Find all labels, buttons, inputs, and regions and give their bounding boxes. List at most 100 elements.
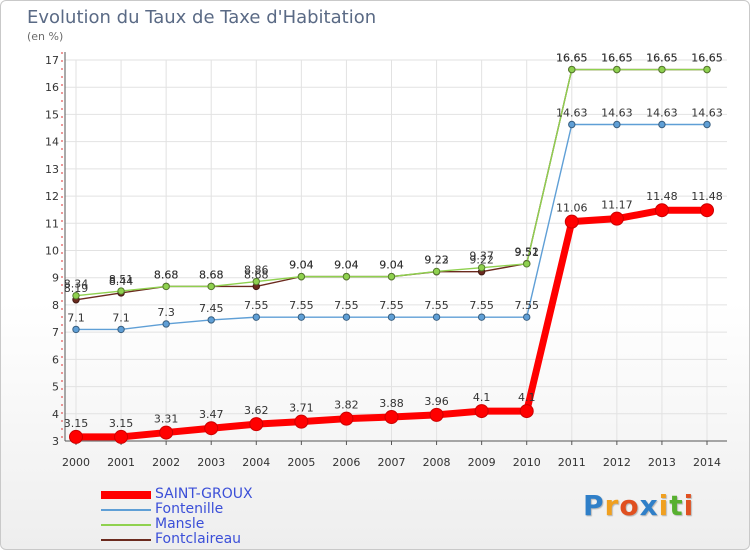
legend-swatch — [101, 539, 151, 541]
legend-swatch — [101, 509, 151, 511]
x-tick-label: 2012 — [603, 456, 631, 469]
data-label-mansle: 8.68 — [199, 268, 224, 281]
data-point-mansle — [477, 263, 486, 272]
data-label-mansle: 9.23 — [424, 253, 449, 266]
data-point-fontenille — [297, 313, 306, 321]
data-label-fontenille: 14.63 — [601, 106, 633, 119]
logo-letter: o — [619, 489, 640, 522]
data-label-fontenille: 7.55 — [244, 299, 269, 312]
data-label-fontenille: 14.63 — [556, 106, 588, 119]
data-label-saint-groux: 11.06 — [556, 202, 588, 215]
data-point-fontenille — [568, 120, 576, 129]
data-label-fontclaireau: 9.22 — [469, 254, 494, 267]
data-point-fontenille — [207, 316, 215, 324]
data-point-fontenille — [72, 325, 80, 334]
data-point-mansle — [252, 277, 260, 286]
data-point-mansle — [342, 272, 351, 281]
data-label-saint-groux: 3.88 — [379, 397, 404, 410]
data-label-mansle: 16.65 — [601, 52, 633, 65]
data-label-fontclaireau: 16.65 — [601, 52, 633, 65]
data-label-fontenille: 7.55 — [469, 299, 494, 312]
data-label-fontenille: 7.1 — [112, 311, 130, 324]
data-point-mansle — [658, 65, 666, 74]
data-point-saint-groux — [114, 429, 129, 444]
x-tick-label: 2003 — [197, 456, 225, 469]
data-point-mansle — [117, 287, 125, 295]
data-point-mansle — [162, 282, 170, 291]
data-label-saint-groux: 11.48 — [646, 190, 678, 203]
logo-letter: i — [683, 489, 695, 522]
legend-swatch — [101, 524, 151, 526]
data-point-fontenille — [658, 120, 666, 129]
data-label-mansle: 16.65 — [556, 52, 588, 65]
data-label-fontenille: 7.55 — [289, 299, 314, 312]
data-point-saint-groux — [339, 411, 354, 426]
data-point-saint-groux — [69, 429, 83, 444]
data-point-saint-groux — [654, 203, 669, 218]
x-tick-label: 2014 — [693, 456, 721, 469]
logo-letter: P — [583, 489, 605, 522]
data-label-fontclaireau: 9.52 — [514, 246, 539, 259]
proxiti-logo: Proxiti — [583, 489, 694, 522]
data-label-fontenille: 7.55 — [379, 299, 404, 312]
data-point-fontenille — [477, 313, 486, 321]
data-label-fontenille: 7.55 — [334, 299, 359, 312]
data-label-fontclaireau: 8.68 — [154, 268, 179, 281]
data-label-saint-groux: 3.31 — [154, 413, 179, 426]
data-point-fontenille — [703, 120, 711, 129]
data-point-fontenille — [387, 313, 396, 321]
data-point-saint-groux — [249, 417, 264, 432]
data-label-fontenille: 7.1 — [67, 311, 85, 324]
data-label-fontclaireau: 8.44 — [109, 275, 134, 288]
x-tick-label: 2002 — [152, 456, 180, 469]
y-tick-label: 9 — [52, 272, 59, 285]
x-tick-label: 2010 — [513, 456, 541, 469]
legend-label: Mansle — [155, 516, 205, 532]
data-point-saint-groux — [429, 407, 444, 422]
y-tick-label: 3 — [52, 435, 59, 448]
data-label-fontenille: 7.3 — [157, 306, 175, 319]
data-point-saint-groux — [700, 203, 714, 218]
data-point-fontenille — [252, 313, 260, 321]
data-label-saint-groux: 3.71 — [289, 402, 314, 415]
y-tick-label: 15 — [45, 108, 59, 121]
data-label-saint-groux: 3.47 — [199, 408, 224, 421]
data-label-fontclaireau: 9.04 — [289, 259, 314, 272]
data-label-saint-groux: 3.15 — [64, 417, 89, 430]
data-label-mansle: 9.04 — [289, 259, 314, 272]
data-label-fontenille: 7.55 — [424, 299, 449, 312]
data-point-saint-groux — [204, 421, 219, 436]
legend-label: SAINT-GROUX — [155, 486, 253, 502]
legend-label: Fontenille — [155, 501, 224, 517]
logo-letter: t — [669, 489, 684, 522]
data-label-fontclaireau: 8.68 — [199, 268, 224, 281]
data-label-saint-groux: 4.1 — [473, 391, 491, 404]
data-label-fontenille: 7.45 — [199, 302, 224, 315]
data-label-mansle: 9.51 — [514, 246, 539, 259]
x-tick-label: 2008 — [423, 456, 451, 469]
y-tick-label: 13 — [45, 163, 59, 176]
legend-swatch — [101, 491, 151, 499]
data-label-mansle: 16.65 — [646, 52, 678, 65]
data-point-saint-groux — [609, 211, 624, 226]
logo-letter: i — [658, 489, 670, 522]
y-tick-label: 16 — [45, 81, 59, 94]
data-point-saint-groux — [294, 414, 309, 429]
data-label-mansle: 8.68 — [154, 268, 179, 281]
data-point-saint-groux — [519, 404, 534, 419]
data-point-mansle — [207, 282, 215, 291]
data-point-mansle — [703, 65, 711, 74]
data-point-mansle — [432, 267, 441, 276]
y-tick-label: 4 — [52, 408, 59, 421]
data-label-fontclaireau: 16.65 — [691, 52, 723, 65]
x-tick-label: 2009 — [468, 456, 496, 469]
data-label-fontenille: 14.63 — [646, 106, 678, 119]
data-point-saint-groux — [564, 214, 579, 229]
y-tick-label: 8 — [52, 299, 59, 312]
y-tick-label: 14 — [45, 136, 59, 149]
x-tick-label: 2005 — [287, 456, 315, 469]
data-point-fontenille — [432, 313, 441, 321]
x-tick-label: 2013 — [648, 456, 676, 469]
data-label-fontclaireau: 9.04 — [379, 259, 404, 272]
